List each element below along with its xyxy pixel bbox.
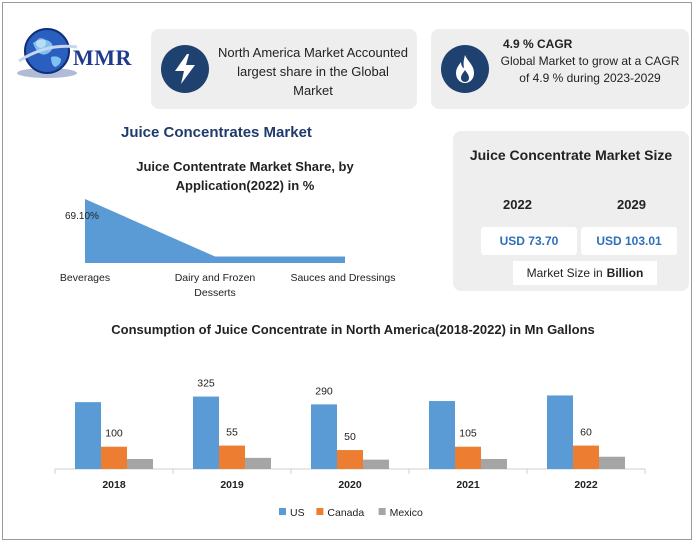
page-title: Juice Concentrates Market xyxy=(121,124,312,141)
share-data-label: 69.10% xyxy=(65,211,99,222)
bar-data-label: 100 xyxy=(105,428,123,440)
legend-label: Mexico xyxy=(390,507,423,519)
lightning-icon xyxy=(161,45,209,93)
bar-mexico xyxy=(127,458,153,469)
legend-label: Canada xyxy=(327,507,364,519)
market-value-start: USD 73.70 xyxy=(481,227,577,255)
bar-mexico xyxy=(481,458,507,469)
market-size-unit: Market Size in Billion xyxy=(513,261,657,285)
bar-mexico xyxy=(245,457,271,469)
x-tick-label: 2022 xyxy=(574,479,598,491)
bar-canada xyxy=(573,445,599,469)
x-tick-label: 2018 xyxy=(102,479,126,491)
bar-us xyxy=(193,396,219,469)
cagr-text: Global Market to grow at a CAGR of 4.9 %… xyxy=(500,54,680,85)
consumption-bar-chart: 100 2018 325 55 2019 290 50 2020 105 2021 60 2022 US… xyxy=(54,378,646,519)
info-box-cagr: 4.9 % CAGR Global Market to grow at a CA… xyxy=(431,29,689,109)
bar-canada xyxy=(101,446,127,469)
cagr-title: 4.9 % CAGR xyxy=(503,37,573,51)
bar-data-label: 290 xyxy=(315,385,333,397)
legend-swatch xyxy=(279,508,286,515)
market-value-end: USD 103.01 xyxy=(581,227,677,255)
bar-mexico xyxy=(599,456,625,469)
market-size-panel: Juice Concentrate Market Size 2022 2029 … xyxy=(453,131,689,291)
bar-data-label: 50 xyxy=(344,431,356,443)
bar-canada xyxy=(455,446,481,469)
bar-canada xyxy=(219,445,245,469)
bar-data-label: 325 xyxy=(197,378,215,390)
market-size-title: Juice Concentrate Market Size xyxy=(469,147,673,163)
bar-us xyxy=(75,402,101,469)
x-tick-label: 2021 xyxy=(456,479,480,491)
globe-icon xyxy=(17,28,78,78)
mmr-logo: MMR xyxy=(15,17,143,87)
legend-label: US xyxy=(290,507,305,519)
share-category-label: Dairy and Frozen Desserts xyxy=(175,272,256,299)
year-label-end: 2029 xyxy=(617,197,646,212)
bar-us xyxy=(547,395,573,469)
bar-us xyxy=(429,401,455,469)
share-area-chart: 69.10% Beverages Dairy and Frozen Desserts S… xyxy=(60,199,396,299)
brand-name: MMR xyxy=(73,45,132,70)
year-label-start: 2022 xyxy=(503,197,532,212)
bar-us xyxy=(311,404,337,469)
share-category-label: Beverages xyxy=(60,272,110,284)
info-box-text: North America Market Accounted largest s… xyxy=(217,45,409,98)
info-box-largest-share: North America Market Accounted largest s… xyxy=(151,29,417,109)
share-category-label: Sauces and Dressings xyxy=(290,272,395,284)
bar-data-label: 55 xyxy=(226,427,238,439)
legend-swatch xyxy=(316,508,324,515)
share-chart-title: Juice Contentrate Market Share, by Appli… xyxy=(136,159,354,193)
bar-mexico xyxy=(363,459,389,469)
x-tick-label: 2019 xyxy=(220,479,244,491)
bar-data-label: 60 xyxy=(580,427,592,439)
legend-swatch xyxy=(378,508,386,515)
share-area xyxy=(85,199,345,263)
bar-data-label: 105 xyxy=(459,428,477,440)
consumption-chart-title: Consumption of Juice Concentrate in Nort… xyxy=(111,322,595,337)
bar-canada xyxy=(337,450,363,469)
unit-bold: Billion xyxy=(606,266,644,280)
flame-icon xyxy=(441,45,489,93)
unit-prefix: Market Size in xyxy=(526,266,603,280)
x-tick-label: 2020 xyxy=(338,479,362,491)
